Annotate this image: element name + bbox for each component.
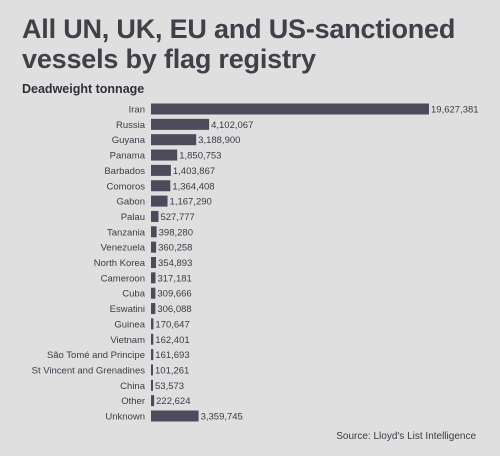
bar — [151, 379, 153, 391]
category-label: Eswatini — [110, 304, 145, 315]
value-label: 317,181 — [157, 273, 191, 284]
bar — [151, 134, 197, 146]
category-label: Cuba — [122, 289, 145, 300]
value-label: 222,624 — [156, 396, 190, 407]
value-label: 4,102,067 — [211, 120, 253, 131]
bar — [151, 272, 156, 284]
category-label: St Vincent and Grenadines — [32, 365, 146, 376]
value-label: 1,167,290 — [170, 197, 212, 208]
category-label: Venezuela — [101, 243, 146, 254]
category-label: Barbados — [104, 166, 145, 177]
bar — [151, 118, 210, 130]
value-label: 162,401 — [155, 335, 189, 346]
value-label: 19,627,381 — [431, 105, 479, 116]
value-label: 354,893 — [158, 258, 192, 269]
value-label: 1,850,753 — [179, 151, 221, 162]
category-label: Panama — [110, 151, 146, 162]
bar — [151, 164, 171, 176]
category-label: Tanzania — [107, 227, 146, 238]
value-label: 1,403,867 — [173, 166, 215, 177]
category-label: Guinea — [114, 319, 145, 330]
bar — [151, 318, 154, 330]
category-label: São Tomé and Principe — [47, 350, 145, 361]
bar — [151, 333, 154, 345]
value-label: 527,777 — [160, 212, 194, 223]
value-label: 161,693 — [155, 350, 189, 361]
category-label: Iran — [129, 105, 145, 116]
value-label: 306,088 — [157, 304, 191, 315]
value-label: 309,666 — [157, 289, 191, 300]
bar — [151, 303, 156, 315]
bar — [151, 241, 157, 253]
category-label: North Korea — [94, 258, 146, 269]
bar — [151, 226, 157, 238]
bar — [151, 287, 156, 299]
bar — [151, 410, 199, 422]
category-label: Unknown — [105, 412, 145, 423]
value-label: 398,280 — [159, 227, 193, 238]
bar — [151, 364, 153, 376]
chart-title: All UN, UK, EU and US-sanctioned vessels… — [22, 14, 456, 74]
category-label: Other — [121, 396, 145, 407]
bar — [151, 349, 154, 361]
value-label: 3,188,900 — [198, 135, 240, 146]
bar — [151, 103, 429, 115]
bar — [151, 195, 168, 207]
category-label: Guyana — [112, 135, 146, 146]
value-label: 1,364,408 — [172, 181, 214, 192]
category-label: Vietnam — [110, 335, 145, 346]
chart-subtitle: Deadweight tonnage — [22, 82, 145, 96]
category-label: Cameroon — [101, 273, 145, 284]
category-label: China — [120, 381, 146, 392]
bar — [151, 180, 171, 192]
value-label: 101,261 — [155, 365, 189, 376]
source-note: Source: Lloyd's List Intelligence — [336, 431, 476, 442]
category-label: Palau — [121, 212, 145, 223]
value-label: 170,647 — [155, 319, 189, 330]
bar — [151, 257, 157, 268]
bar — [151, 395, 155, 407]
bar — [151, 149, 178, 161]
value-label: 360,258 — [158, 243, 192, 254]
category-label: Comoros — [106, 181, 145, 192]
category-label: Russia — [116, 120, 146, 131]
category-label: Gabon — [116, 197, 145, 208]
bar — [151, 210, 159, 222]
value-label: 3,359,745 — [201, 412, 243, 423]
value-label: 53,573 — [155, 381, 184, 392]
